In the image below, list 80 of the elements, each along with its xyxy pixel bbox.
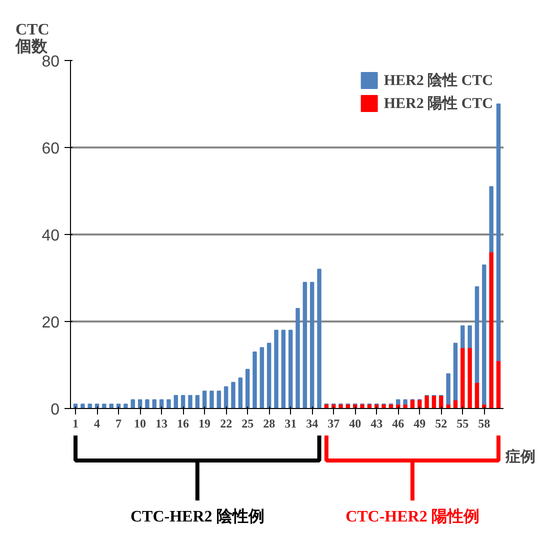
- bar: [274, 330, 278, 408]
- x-tick-label: 31: [284, 416, 297, 430]
- bar: [145, 399, 150, 408]
- bar: [460, 347, 465, 408]
- bar: [468, 347, 472, 408]
- bar: [174, 394, 178, 408]
- bar: [468, 325, 472, 348]
- y-tick-label: 20: [42, 314, 60, 332]
- bar: [496, 360, 501, 408]
- x-tick-label: 10: [134, 416, 146, 430]
- text: CTC-HER2 陰性例: [130, 508, 264, 526]
- bar: [310, 282, 314, 408]
- bar: [424, 394, 429, 408]
- bar: [202, 390, 207, 408]
- bar: [432, 394, 436, 408]
- bar: [474, 382, 480, 408]
- bar: [403, 399, 408, 405]
- text: CTC-HER2 陽性例: [346, 508, 480, 526]
- x-tick-label: 55: [456, 416, 469, 430]
- x-tick-label: 4: [94, 416, 100, 430]
- bar: [180, 394, 186, 408]
- bar: [252, 351, 257, 408]
- x-tick-label: 22: [220, 416, 232, 430]
- bar: [474, 286, 480, 383]
- bar: [260, 347, 264, 408]
- x-tick-label: 43: [370, 416, 383, 430]
- y-tick-label: 80: [42, 54, 60, 70]
- bar: [482, 264, 486, 405]
- bar: [245, 368, 250, 408]
- x-tick-label: 49: [414, 416, 426, 430]
- x-tick-label: 46: [392, 416, 404, 430]
- bar: [88, 404, 92, 408]
- bar: [296, 308, 300, 408]
- bar: [317, 268, 322, 408]
- bar: [216, 390, 222, 408]
- bar: [446, 373, 450, 405]
- x-tick-label: 52: [435, 416, 448, 430]
- legend-label: HER2 陽性 CTC: [384, 94, 493, 112]
- bar: [224, 386, 228, 408]
- bar: [238, 378, 243, 408]
- x-tick-label: 58: [478, 416, 490, 430]
- bar: [396, 399, 400, 405]
- x-axis-title: 症例: [504, 448, 536, 466]
- bar: [166, 399, 171, 408]
- x-tick-label: 7: [116, 416, 122, 430]
- bar: [266, 342, 272, 408]
- bar: [109, 404, 114, 408]
- y-tick-label: 40: [42, 228, 60, 244]
- x-tick-label: 19: [198, 416, 211, 430]
- bar: [210, 390, 214, 408]
- y-axis-title: CTC 個数: [14, 22, 50, 56]
- x-tick-label: 1: [72, 416, 79, 430]
- bar: [130, 399, 135, 408]
- x-tick-label: 16: [177, 416, 190, 430]
- bar: [80, 404, 85, 408]
- bar: [489, 186, 494, 252]
- y-tick-label: 0: [50, 402, 60, 418]
- bar: [159, 399, 164, 408]
- x-tick-label: 25: [242, 416, 254, 430]
- x-tick-label: 13: [156, 416, 168, 430]
- y-tick-label: 60: [42, 140, 60, 158]
- bar: [453, 342, 458, 400]
- bar: [496, 104, 501, 362]
- bar: [102, 404, 106, 408]
- x-tick-label: 28: [263, 416, 276, 430]
- bar: [231, 382, 236, 408]
- x-tick-label: 37: [328, 416, 340, 430]
- x-tick-label: 34: [306, 416, 318, 430]
- bar: [288, 330, 293, 408]
- x-tick-label: 40: [349, 416, 362, 430]
- bar: [188, 394, 192, 408]
- bar: [138, 399, 142, 408]
- bar: [489, 251, 494, 408]
- bar: [302, 282, 308, 408]
- bar: [281, 330, 286, 408]
- bar: [152, 399, 156, 408]
- bar: [124, 404, 128, 408]
- bar: [460, 325, 465, 348]
- bar: [195, 394, 200, 408]
- legend-label: HER2 陰性 CTC: [384, 72, 493, 90]
